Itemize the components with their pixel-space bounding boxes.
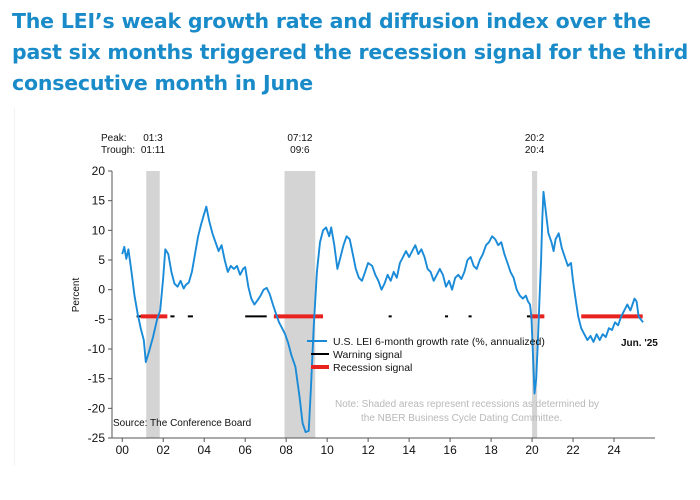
y-axis-label: Percent (71, 278, 82, 313)
source-label: Source: The Conference Board (113, 418, 251, 429)
x-tick-label: 06 (239, 443, 253, 457)
recession-peak-date-1: 07:12 (287, 133, 312, 144)
recession-trough-date-0: 01:11 (141, 145, 166, 156)
y-tick-label: -5 (94, 312, 105, 326)
x-tick-label: 12 (361, 443, 375, 457)
legend-warning-label: Warning signal (333, 349, 402, 361)
x-tick-label: 18 (484, 443, 498, 457)
y-tick-label: 20 (92, 164, 106, 178)
recession-shade-0 (146, 171, 160, 438)
x-tick-label: 22 (566, 443, 580, 457)
chart-headline: The LEI’s weak growth rate and diffusion… (12, 9, 689, 95)
lei-growth-line (121, 190, 644, 434)
legend-recession-label: Recession signal (333, 362, 412, 374)
recession-trough-date-1: 09:6 (290, 145, 310, 156)
x-tick-label: 24 (607, 443, 621, 457)
x-tick-label: 10 (320, 443, 334, 457)
y-tick-label: -10 (88, 342, 106, 356)
x-tick-label: 20 (525, 443, 539, 457)
x-tick-label: 00 (116, 443, 130, 457)
note-line-2: the NBER Business Cycle Dating Committee… (361, 413, 562, 424)
x-tick-label: 02 (157, 443, 171, 457)
x-tick-label: 04 (198, 443, 212, 457)
note-line-1: Note: Shaded areas represent recessions … (335, 399, 599, 410)
recession-shade-2 (532, 171, 538, 438)
lei-chart: 20 15 10 5 0 -5 -10 -15 -20 -25 00 02 04 06 08 10 12 14 16… (71, 133, 658, 457)
x-tick-label: 08 (279, 443, 293, 457)
x-tick-label: 16 (443, 443, 457, 457)
y-tick-label: 10 (92, 223, 106, 237)
y-tick-label: 15 (92, 194, 106, 208)
recession-trough-date-2: 20:4 (525, 145, 545, 156)
peak-label: Peak: (101, 133, 127, 144)
y-tick-label: 0 (98, 283, 105, 297)
axes-group: 20 15 10 5 0 -5 -10 -15 -20 -25 00 02 04 06 08 10 12 14 16… (88, 164, 655, 457)
legend: U.S. LEI 6-month growth rate (%, annuali… (307, 336, 545, 374)
y-tick-label: -25 (88, 431, 106, 445)
x-tick-label: 14 (402, 443, 416, 457)
y-tick-label: -15 (88, 372, 106, 386)
chart-panel: 20 15 10 5 0 -5 -10 -15 -20 -25 00 02 04 06 08 10 12 14 16… (14, 108, 687, 466)
trough-label: Trough: (101, 145, 135, 156)
y-tick-label: 5 (98, 253, 105, 267)
y-tick-label: -20 (88, 401, 106, 415)
recession-peak-date-2: 20:2 (525, 133, 545, 144)
legend-series-label: U.S. LEI 6-month growth rate (%, annuali… (333, 336, 545, 348)
end-date-label: Jun. '25 (621, 338, 658, 349)
recession-peak-date-0: 01:3 (143, 133, 163, 144)
